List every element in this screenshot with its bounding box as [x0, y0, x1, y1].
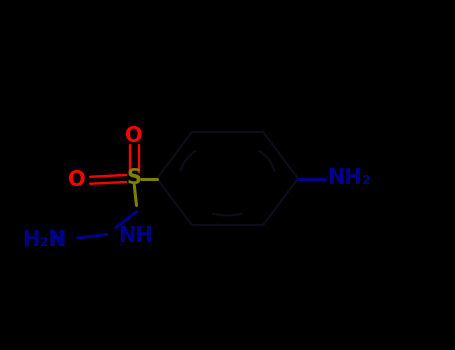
- Text: NH: NH: [118, 226, 153, 246]
- Text: H: H: [49, 230, 66, 250]
- Text: O: O: [126, 126, 143, 147]
- Text: NH₂: NH₂: [328, 168, 371, 189]
- Text: O: O: [68, 170, 85, 190]
- Text: H₂N: H₂N: [22, 230, 66, 250]
- Text: S: S: [127, 168, 142, 189]
